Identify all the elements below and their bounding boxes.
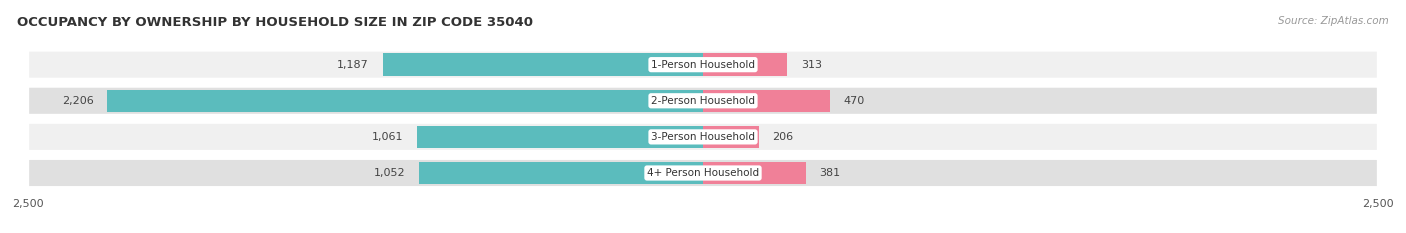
FancyBboxPatch shape [28,123,1378,151]
Bar [703,89,830,112]
Text: 206: 206 [772,132,793,142]
Text: Source: ZipAtlas.com: Source: ZipAtlas.com [1278,16,1389,26]
Text: 2,206: 2,206 [62,96,94,106]
Bar [107,89,703,112]
Text: 2-Person Household: 2-Person Household [651,96,755,106]
FancyBboxPatch shape [28,51,1378,79]
Bar [703,162,806,184]
Text: 470: 470 [844,96,865,106]
Text: 1,052: 1,052 [374,168,405,178]
FancyBboxPatch shape [28,159,1378,187]
Text: OCCUPANCY BY OWNERSHIP BY HOUSEHOLD SIZE IN ZIP CODE 35040: OCCUPANCY BY OWNERSHIP BY HOUSEHOLD SIZE… [17,16,533,29]
Bar [703,53,787,76]
Text: 4+ Person Household: 4+ Person Household [647,168,759,178]
Text: 1-Person Household: 1-Person Household [651,60,755,70]
FancyBboxPatch shape [28,87,1378,115]
Text: 313: 313 [801,60,823,70]
Text: 1,187: 1,187 [337,60,368,70]
Text: 381: 381 [820,168,841,178]
Text: 3-Person Household: 3-Person Household [651,132,755,142]
Text: 1,061: 1,061 [371,132,404,142]
Bar [382,53,703,76]
Bar [419,162,703,184]
Bar [416,126,703,148]
Bar [703,126,759,148]
